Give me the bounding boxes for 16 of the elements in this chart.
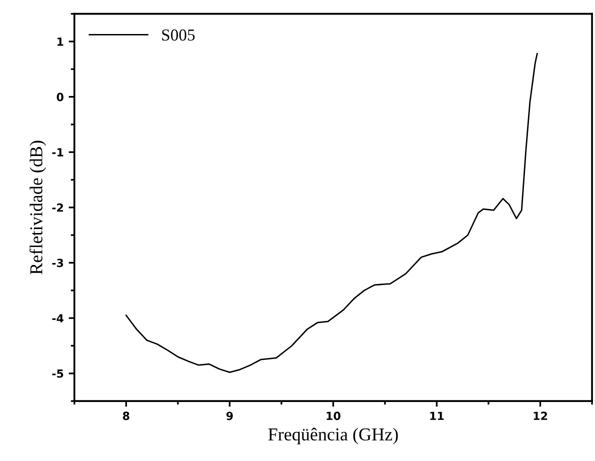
x-tick-label: 10 [326, 412, 340, 420]
y-tick-label: -4 [52, 314, 64, 322]
x-tick-label: 11 [430, 412, 444, 420]
x-tick-label: 8 [122, 412, 130, 420]
y-tick-label: -5 [52, 370, 64, 378]
legend-label: S005 [162, 29, 195, 41]
y-tick-label: 1 [57, 38, 64, 46]
y-tick-label: 0 [56, 92, 64, 102]
line-series [125, 52, 538, 373]
x-tick-label: 12 [534, 412, 548, 420]
x-tick-label: 9 [226, 412, 233, 420]
y-tick-label: -3 [52, 258, 64, 268]
y-tick-label: -2 [52, 203, 63, 212]
y-axis-title: Refletividade (dB) [30, 140, 46, 274]
y-tick-label: -1 [52, 148, 64, 156]
x-axis-title: Freqüência (GHz) [268, 428, 398, 444]
